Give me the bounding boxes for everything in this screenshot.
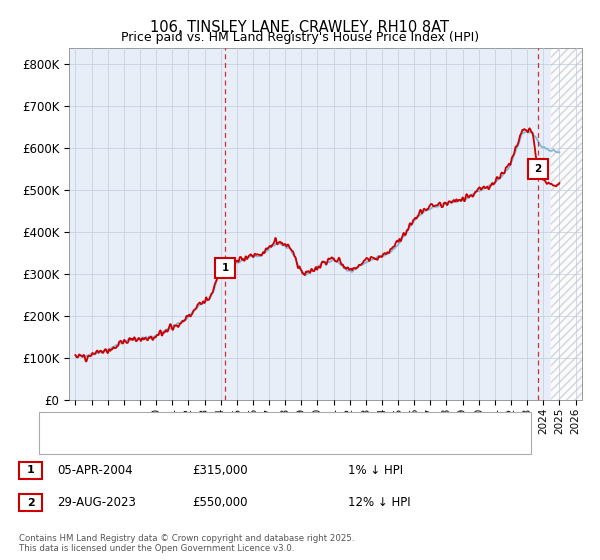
Text: —: — [54, 430, 71, 447]
Text: HPI: Average price, detached house, Crawley: HPI: Average price, detached house, Craw… [81, 433, 316, 444]
Text: 1: 1 [221, 263, 229, 273]
Text: 106, TINSLEY LANE, CRAWLEY, RH10 8AT (detached house): 106, TINSLEY LANE, CRAWLEY, RH10 8AT (de… [81, 419, 388, 429]
Text: 29-AUG-2023: 29-AUG-2023 [57, 496, 136, 510]
Bar [551, 48, 582, 400]
Text: Contains HM Land Registry data © Crown copyright and database right 2025.
This d: Contains HM Land Registry data © Crown c… [19, 534, 355, 553]
Text: 12% ↓ HPI: 12% ↓ HPI [348, 496, 410, 510]
Bar [551, 48, 582, 400]
Text: £550,000: £550,000 [192, 496, 248, 510]
Text: 2: 2 [27, 498, 34, 508]
Text: £315,000: £315,000 [192, 464, 248, 477]
Text: 2: 2 [534, 165, 541, 174]
Text: 05-APR-2004: 05-APR-2004 [57, 464, 133, 477]
Text: 106, TINSLEY LANE, CRAWLEY, RH10 8AT: 106, TINSLEY LANE, CRAWLEY, RH10 8AT [151, 20, 449, 35]
Text: Price paid vs. HM Land Registry's House Price Index (HPI): Price paid vs. HM Land Registry's House … [121, 31, 479, 44]
Text: —: — [54, 415, 71, 433]
Text: 1: 1 [27, 465, 34, 475]
Text: 1% ↓ HPI: 1% ↓ HPI [348, 464, 403, 477]
